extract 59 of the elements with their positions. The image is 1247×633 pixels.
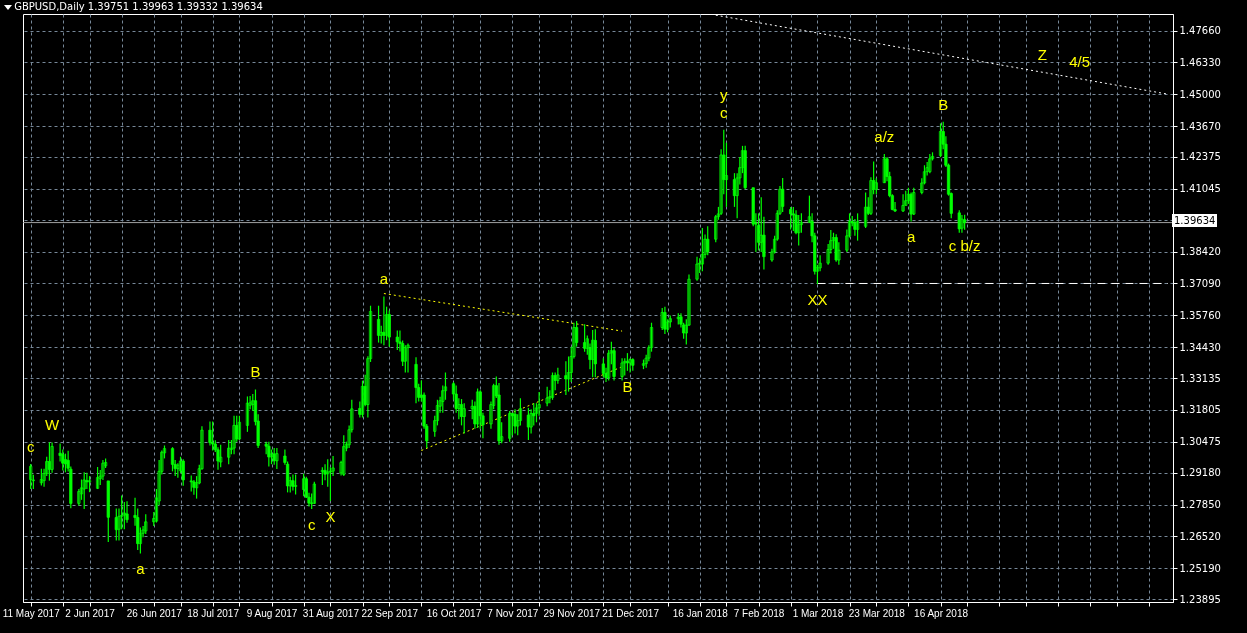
chart-title: GBPUSD,Daily 1.39751 1.39963 1.39332 1.39634 xyxy=(14,1,263,12)
x-tick-label: 29 Nov 2017 xyxy=(543,607,601,619)
y-tick-label: 1.42375 xyxy=(1179,151,1221,163)
x-tick-label: 16 Apr 2018 xyxy=(914,607,969,619)
annotation: Z xyxy=(1037,46,1047,64)
y-tick-label: 1.23895 xyxy=(1179,593,1221,605)
candlestick xyxy=(144,513,148,535)
y-tick-label: 1.35760 xyxy=(1179,309,1221,321)
y-tick-label: 1.33135 xyxy=(1179,372,1221,384)
y-tick-label: 1.47660 xyxy=(1179,25,1221,37)
annotation: W xyxy=(45,416,60,434)
ref-line-label: 1.39634 xyxy=(1172,213,1218,227)
annotation: XX xyxy=(807,291,828,309)
annotation: B xyxy=(250,363,261,381)
y-tick-label: 1.45000 xyxy=(1179,88,1221,100)
annotation: y xyxy=(720,85,729,103)
x-tick-label: 2 Jun 2017 xyxy=(65,607,116,619)
annotation: B xyxy=(938,95,949,113)
candlestick xyxy=(395,330,399,351)
x-tick-label: 9 Aug 2017 xyxy=(246,607,298,619)
annotation: X xyxy=(325,508,336,526)
annotation: a xyxy=(379,270,389,288)
y-tick-label: 1.41045 xyxy=(1179,183,1221,195)
y-tick-label: 1.31805 xyxy=(1179,404,1221,416)
candlestick xyxy=(462,402,466,435)
annotation: c xyxy=(26,437,35,455)
x-tick-label: 21 Dec 2017 xyxy=(602,607,660,619)
annotation: c b/z xyxy=(948,236,981,254)
x-tick-label: 11 May 2017 xyxy=(2,607,61,619)
annotation: c xyxy=(720,103,729,121)
x-tick-label: 7 Feb 2018 xyxy=(733,607,785,619)
y-tick-label: 1.43670 xyxy=(1179,120,1221,132)
x-tick-label: 1 Mar 2018 xyxy=(792,607,844,619)
x-tick-label: 16 Oct 2017 xyxy=(426,607,482,619)
x-tick-label: 23 Mar 2018 xyxy=(848,607,906,619)
y-tick-label: 1.30475 xyxy=(1179,436,1221,448)
annotation: B xyxy=(622,377,633,395)
x-tick-label: 31 Aug 2017 xyxy=(302,607,360,619)
x-tick-label: 26 Jun 2017 xyxy=(126,607,183,619)
y-tick-label: 1.29180 xyxy=(1179,467,1221,479)
annotation: a xyxy=(906,228,916,246)
x-tick-label: 16 Jan 2018 xyxy=(672,607,729,619)
y-tick-label: 1.26520 xyxy=(1179,530,1221,542)
y-tick-label: 1.37090 xyxy=(1179,277,1221,289)
y-tick-label: 1.25190 xyxy=(1179,562,1221,574)
x-tick-label: 22 Sep 2017 xyxy=(361,607,419,619)
candlestick xyxy=(706,225,710,256)
y-tick-label: 1.27850 xyxy=(1179,499,1221,511)
x-tick-label: 7 Nov 2017 xyxy=(487,607,539,619)
y-tick-label: 1.34430 xyxy=(1179,341,1221,353)
annotation: a xyxy=(136,560,146,578)
y-tick-label: 1.46330 xyxy=(1179,56,1221,68)
x-tick-label: 18 Jul 2017 xyxy=(187,607,240,619)
candlestick xyxy=(106,480,110,543)
y-tick-label: 1.38420 xyxy=(1179,246,1221,258)
annotation: c xyxy=(307,515,316,533)
candlestick xyxy=(219,444,223,468)
annotation: 4/5 xyxy=(1069,52,1091,70)
annotation: a/z xyxy=(874,128,895,145)
